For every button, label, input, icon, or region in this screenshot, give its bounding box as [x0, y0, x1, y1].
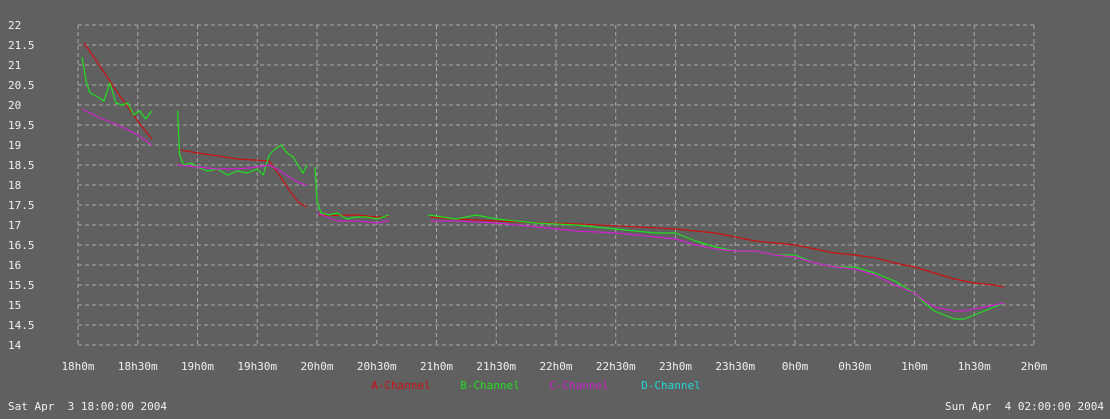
y-tick-label: 15 [8, 299, 21, 312]
x-tick-label: 22h30m [596, 360, 636, 373]
y-tick-label: 15.5 [8, 279, 35, 292]
y-tick-label: 16.5 [8, 239, 35, 252]
legend-entry-b-channel: B-Channel [460, 379, 520, 392]
x-tick-label: 20h30m [357, 360, 397, 373]
y-tick-label: 20 [8, 99, 21, 112]
y-tick-label: 14 [8, 339, 22, 352]
legend-entry-d-channel: D-Channel [641, 379, 701, 392]
x-tick-label: 23h30m [715, 360, 755, 373]
y-tick-label: 17.5 [8, 199, 35, 212]
start-time-label: Sat Apr 3 18:00:00 2004 [8, 400, 167, 413]
y-axis-ticks: 22 21.5 21 20.5 20 19.5 19 18.5 18 17.5 17 16.5 16 15… [8, 19, 35, 352]
x-axis-ticks: 18h0m 18h30m 19h0m 19h30m 20h0m 20h30m 21h0m 21… [61, 360, 1047, 373]
x-tick-label: 23h0m [659, 360, 692, 373]
legend-entry-c-channel: C-Channel [549, 379, 609, 392]
x-tick-label: 18h30m [118, 360, 158, 373]
y-tick-label: 17 [8, 219, 21, 232]
series-line-a-channel [318, 214, 389, 218]
y-tick-label: 16 [8, 259, 21, 272]
end-time-label: Sun Apr 4 02:00:00 2004 [945, 400, 1104, 413]
x-tick-label: 0h0m [782, 360, 809, 373]
series-line-b-channel [177, 110, 308, 176]
series-line-c-channel [430, 220, 1005, 312]
x-tick-label: 21h0m [420, 360, 453, 373]
x-tick-label: 22h0m [539, 360, 572, 373]
y-tick-label: 21 [8, 59, 21, 72]
data-series [81, 42, 1005, 320]
y-tick-label: 18.5 [8, 159, 35, 172]
x-tick-label: 2h0m [1021, 360, 1048, 373]
y-tick-label: 19.5 [8, 119, 35, 132]
series-line-c-channel [316, 212, 389, 224]
series-line-a-channel [179, 149, 308, 208]
y-tick-label: 18 [8, 179, 21, 192]
y-tick-label: 20.5 [8, 79, 35, 92]
x-tick-label: 1h30m [958, 360, 991, 373]
legend-entry-a-channel: A-Channel [371, 379, 431, 392]
series-line-b-channel [314, 166, 389, 220]
x-tick-label: 0h30m [838, 360, 871, 373]
series-line-c-channel [81, 108, 153, 146]
y-tick-label: 21.5 [8, 39, 35, 52]
grid-lines [77, 24, 1035, 346]
y-tick-label: 22 [8, 19, 21, 32]
x-tick-label: 18h0m [61, 360, 94, 373]
series-line-b-channel [428, 214, 1005, 320]
legend: A-Channel B-Channel C-Channel D-Channel [371, 379, 701, 392]
x-tick-label: 20h0m [300, 360, 333, 373]
x-tick-label: 1h0m [901, 360, 928, 373]
x-tick-label: 21h30m [476, 360, 516, 373]
y-tick-label: 19 [8, 139, 21, 152]
series-line-a-channel [430, 216, 1005, 288]
x-tick-label: 19h0m [181, 360, 214, 373]
series-line-b-channel [81, 56, 153, 120]
y-tick-label: 14.5 [8, 319, 35, 332]
series-line-c-channel [177, 164, 308, 186]
x-tick-label: 19h30m [237, 360, 277, 373]
series-line-a-channel [83, 42, 153, 140]
